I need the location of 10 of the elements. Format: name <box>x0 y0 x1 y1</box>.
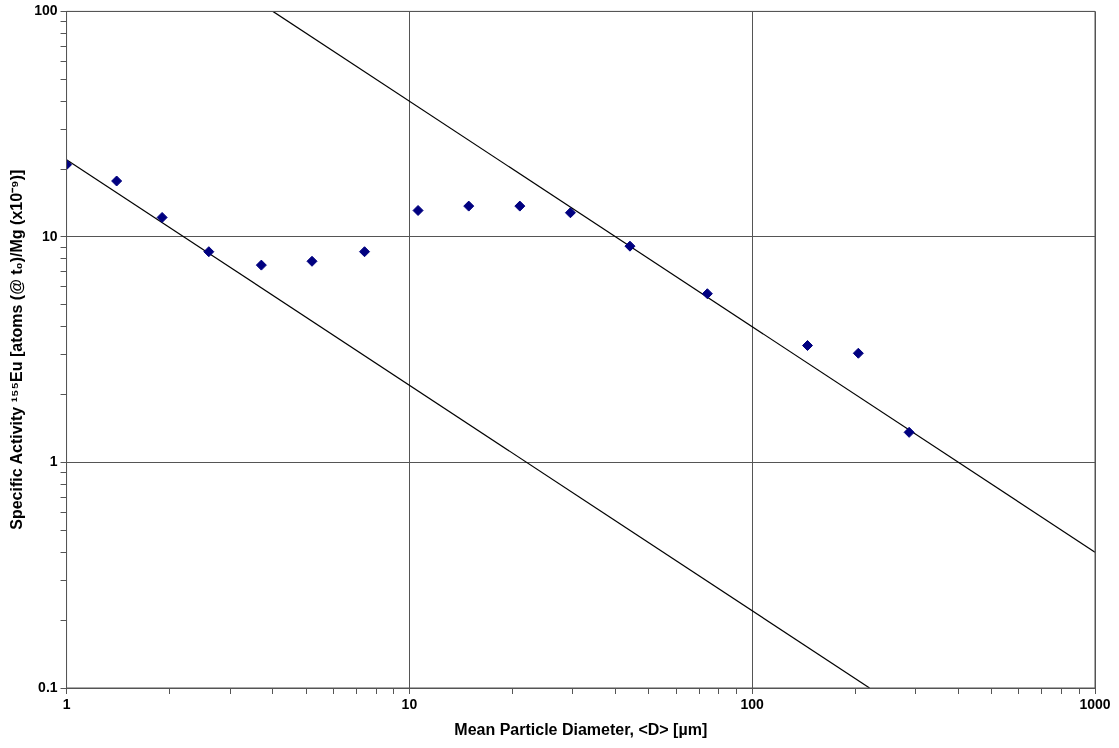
y-axis-title: Specific Activity ¹⁵⁵Eu [atoms (@ t₀)/Mg (x10⁻⁹)] <box>8 169 26 530</box>
x-tick-label: 100 <box>740 696 765 713</box>
x-axis-title: Mean Particle Diameter, <D> [µm] <box>454 720 708 738</box>
x-tick-label: 10 <box>401 696 418 713</box>
y-tick-label: 0.1 <box>38 678 58 695</box>
y-tick-label: 100 <box>34 2 58 19</box>
y-tick-label: 10 <box>41 227 58 244</box>
x-tick-label: 1000 <box>1079 696 1111 713</box>
x-tick-label: 1 <box>62 696 71 713</box>
y-tick-label: 1 <box>49 453 58 470</box>
